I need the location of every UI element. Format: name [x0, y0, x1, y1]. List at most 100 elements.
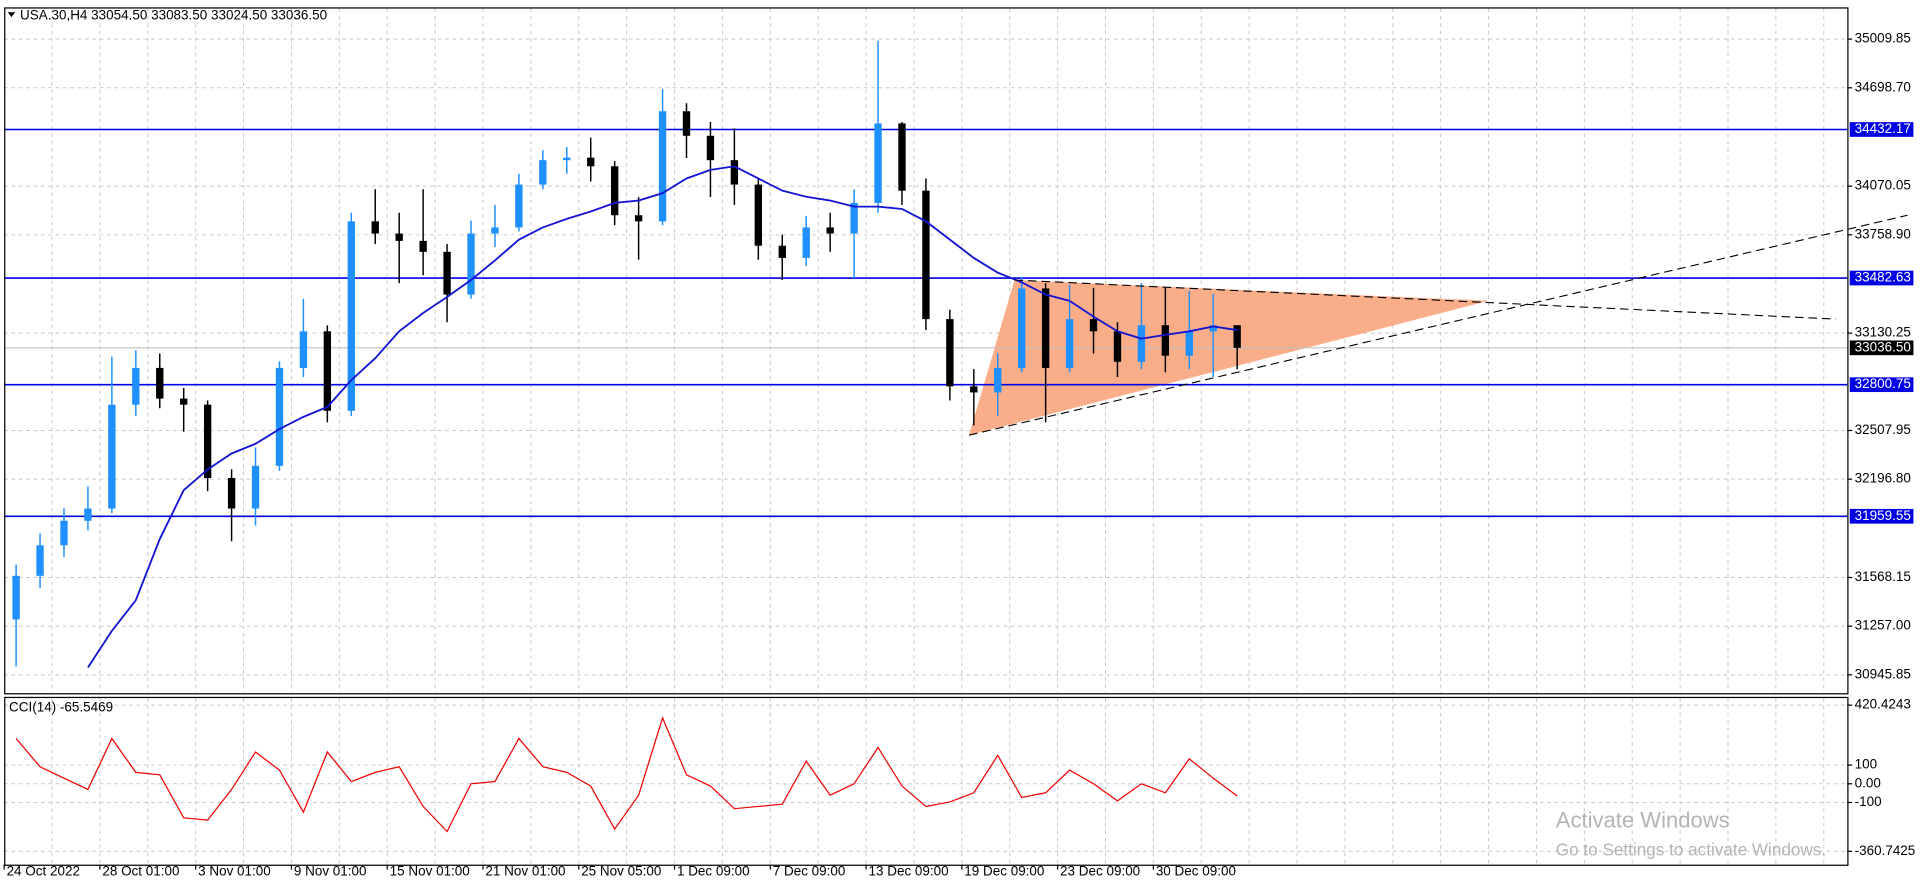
candle-body — [922, 190, 930, 320]
candle-body — [12, 575, 20, 620]
y-tick-label: -360.7425 — [1855, 843, 1916, 858]
indicator-line — [15, 716, 1238, 833]
level-label: 32800.75 — [1855, 376, 1911, 391]
candle-body — [491, 227, 499, 234]
trendline — [968, 214, 1908, 436]
main-pane-frame — [4, 7, 1849, 695]
candle-body — [1065, 319, 1074, 368]
candle-body — [299, 331, 308, 368]
candle-body — [60, 520, 68, 546]
x-tick-label: 21 Nov 01:00 — [485, 864, 565, 879]
level-label: 31959.55 — [1855, 508, 1911, 523]
candle-body — [610, 166, 619, 216]
collapse-icon[interactable] — [7, 12, 16, 18]
candle-body — [754, 184, 762, 246]
candle-body — [203, 404, 212, 479]
candle-body — [156, 367, 164, 399]
level-label-box — [1849, 377, 1914, 393]
candle-body — [1161, 325, 1170, 356]
level-label: 33482.63 — [1855, 270, 1911, 285]
level-label: 34432.17 — [1855, 121, 1911, 136]
candle-body — [275, 367, 284, 466]
y-tick-label: 32507.95 — [1855, 422, 1911, 437]
candle-body — [658, 111, 667, 222]
candle-body — [84, 508, 92, 521]
y-tick-label: 34070.05 — [1855, 178, 1911, 193]
candle-body — [36, 545, 44, 576]
candle-body — [587, 157, 595, 167]
x-tick-label: 28 Oct 01:00 — [102, 864, 179, 879]
candle-body — [1041, 288, 1050, 368]
level-label-box — [1849, 122, 1914, 137]
candle-body — [323, 331, 332, 411]
candle-body — [874, 123, 882, 203]
candle-body — [682, 111, 691, 136]
x-tick-label: 13 Dec 09:00 — [869, 864, 949, 879]
candle-body — [443, 251, 451, 295]
x-tick-label: 3 Nov 01:00 — [198, 864, 271, 879]
moving-average — [87, 165, 1238, 668]
x-tick-label: 30 Dec 09:00 — [1156, 864, 1236, 879]
y-tick-label: 100 — [1855, 757, 1877, 772]
candle-body — [826, 227, 834, 234]
y-tick-label: 35009.85 — [1855, 31, 1911, 46]
candle-body — [778, 245, 786, 258]
y-tick-label: -100 — [1855, 794, 1882, 809]
chart-layer: 30945.85 31257.00 31568.15 32196.80 32507.95… — [3, 8, 1916, 879]
candle-body — [180, 398, 188, 405]
candle-body — [994, 367, 1002, 393]
x-tick-label: 25 Nov 05:00 — [581, 864, 661, 879]
last-price-label: 33036.50 — [1855, 339, 1911, 354]
candle-body — [1185, 331, 1193, 356]
y-tick-label: 34698.70 — [1855, 79, 1911, 94]
candle-body — [251, 465, 260, 509]
candle-body — [898, 123, 906, 191]
candle-body — [1113, 331, 1122, 362]
x-tick-label: 7 Dec 09:00 — [773, 864, 846, 879]
x-tick-label: 24 Oct 2022 — [7, 864, 80, 879]
y-tick-label: 0.00 — [1855, 775, 1881, 790]
indicator-header: CCI(14) -65.5469 — [9, 699, 113, 714]
candle-body — [132, 367, 140, 405]
candle-body — [563, 157, 571, 161]
y-tick-label: 420.4243 — [1855, 697, 1911, 712]
candle-body — [1233, 325, 1241, 348]
candle-body — [371, 221, 379, 234]
candle-body — [108, 404, 116, 509]
triangle-pattern — [969, 279, 1489, 436]
level-label-box — [1849, 270, 1914, 286]
indicator-pane-frame — [4, 696, 1849, 866]
y-tick-label: 33130.25 — [1855, 325, 1911, 340]
x-tick-label: 15 Nov 01:00 — [390, 864, 470, 879]
candle-body — [634, 215, 643, 222]
candle-body — [1137, 325, 1146, 362]
candle-body — [227, 478, 236, 509]
last-price-box — [1849, 340, 1914, 356]
candle-body — [946, 319, 954, 387]
candle-body — [419, 240, 427, 252]
x-tick-label: 19 Dec 09:00 — [964, 864, 1044, 879]
candle-body — [539, 160, 547, 185]
candle-body — [395, 233, 403, 241]
watermark-title: Activate Windows — [1556, 808, 1730, 833]
y-tick-label: 32196.80 — [1855, 471, 1911, 486]
candle-body — [467, 233, 475, 295]
x-tick-label: 23 Dec 09:00 — [1060, 864, 1140, 879]
trendline — [1014, 279, 1836, 320]
y-tick-label: 31257.00 — [1855, 618, 1911, 633]
candle-body — [515, 184, 523, 228]
x-tick-label: 1 Dec 09:00 — [677, 864, 750, 879]
candle-body — [970, 386, 978, 393]
candle-body — [706, 135, 715, 161]
candle-body — [850, 202, 858, 234]
candle-body — [1018, 288, 1026, 368]
candle-body — [730, 160, 739, 185]
candle-body — [347, 221, 355, 411]
y-tick-label: 31568.15 — [1855, 569, 1911, 584]
watermark-subtitle: Go to Settings to activate Windows. — [1556, 840, 1826, 860]
candle-body — [1209, 325, 1217, 332]
y-tick-label: 30945.85 — [1855, 666, 1911, 681]
x-tick-label: 9 Nov 01:00 — [294, 864, 367, 879]
